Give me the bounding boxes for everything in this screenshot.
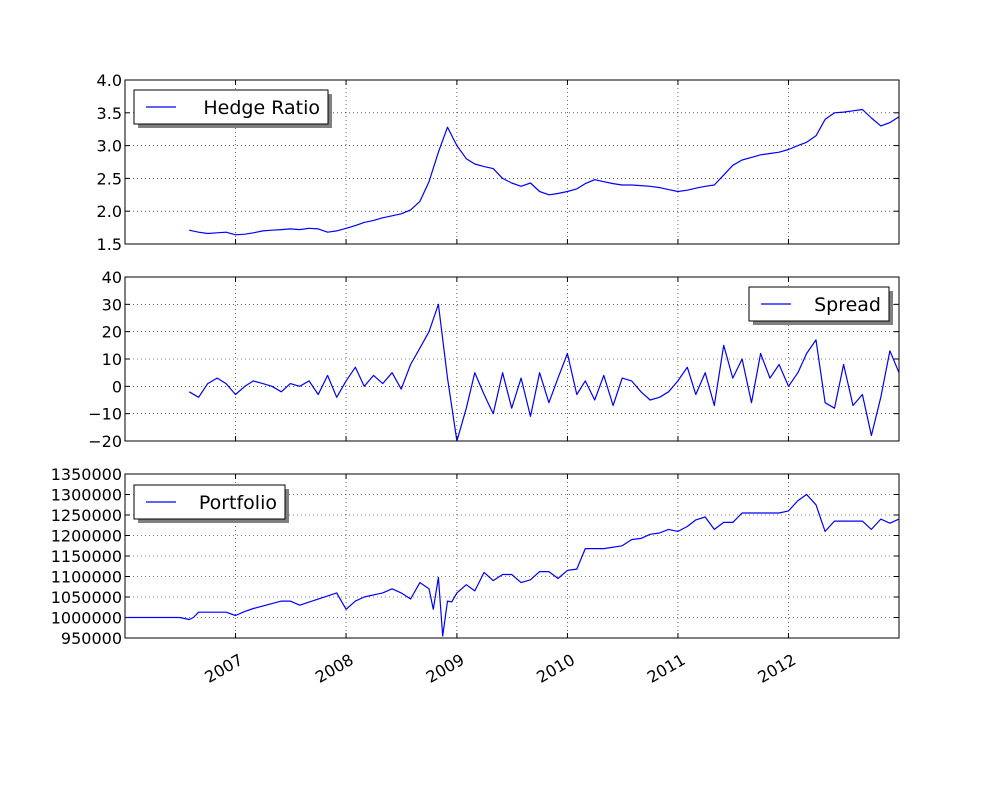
portfolio-ytick-label: 1350000 [51, 465, 122, 484]
hedge-ratio-panel: 1.5 2.0 2.5 3.0 3.5 4.0 Hedge Ratio [97, 71, 900, 254]
spread-axes-frame [124, 276, 900, 442]
spread-ytick-label: 30 [102, 295, 122, 314]
hedge-ratio-ytick-label: 3.5 [97, 104, 122, 123]
spread-ytick-label: 0 [112, 377, 122, 396]
portfolio-ytick-label: 1150000 [51, 547, 122, 566]
spread-legend: Spread [748, 286, 893, 325]
hedge-ratio-ytick-label: 2.5 [97, 169, 122, 188]
portfolio-ytick-label: 1300000 [51, 486, 122, 505]
portfolio-legend-label: Portfolio [199, 492, 277, 514]
portfolio-ytick-label: 1050000 [51, 588, 122, 607]
hedge-ratio-ytick-label: 1.5 [97, 235, 122, 254]
spread-legend-label: Spread [814, 294, 881, 316]
portfolio-axes-frame [124, 473, 900, 639]
portfolio-series-line [125, 493, 900, 637]
spread-ytick-label: 10 [102, 350, 122, 369]
spread-series-line [188, 303, 900, 442]
spread-ytick-label: −10 [88, 405, 122, 424]
hedge-ratio-ytick-label: 3.0 [97, 137, 122, 156]
portfolio-legend: Portfolio [133, 484, 289, 523]
hedge-ratio-legend: Hedge Ratio [133, 89, 332, 128]
hedge-ratio-ytick-label: 4.0 [97, 71, 122, 90]
hedge-ratio-legend-label: Hedge Ratio [203, 97, 320, 119]
portfolio-ytick-label: 1100000 [51, 568, 122, 587]
hedge-ratio-axes-frame [124, 79, 900, 245]
hedge-ratio-series-line [189, 108, 900, 236]
portfolio-ytick-label: 1200000 [51, 527, 122, 546]
hedge-ratio-ytick-label: 2.0 [97, 202, 122, 221]
spread-ytick-label: 40 [102, 268, 122, 287]
portfolio-ytick-label: 1000000 [51, 609, 122, 628]
spread-ytick-label: −20 [88, 432, 122, 451]
portfolio-ytick-label: 950000 [61, 629, 122, 648]
spread-ytick-label: 20 [102, 323, 122, 342]
portfolio-ytick-label: 1250000 [51, 506, 122, 525]
spread-panel: −20 −10 0 10 20 30 40 Spread [88, 268, 900, 451]
